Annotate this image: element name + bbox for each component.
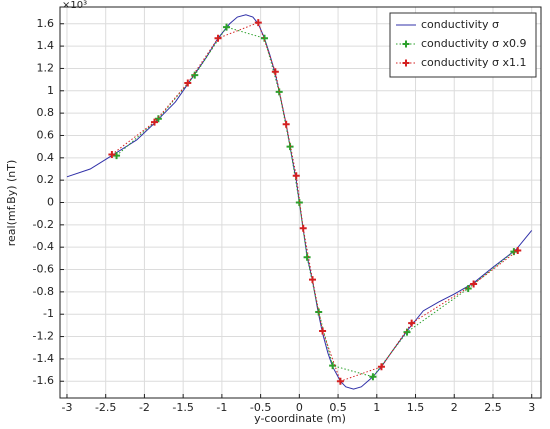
x-tick-label: -1.5 <box>172 401 193 414</box>
x-tick-label: 0 <box>296 401 303 414</box>
y-tick-label: 0.2 <box>37 173 55 186</box>
y-tick-label: 0 <box>47 196 54 209</box>
data-point <box>150 118 158 126</box>
y-tick-label: 0.6 <box>37 128 55 141</box>
legend-marker <box>402 59 410 67</box>
x-tick-label: 0.5 <box>329 401 347 414</box>
data-point <box>514 247 522 255</box>
data-point <box>282 120 290 128</box>
data-point <box>214 34 222 42</box>
x-tick-label: -2 <box>139 401 150 414</box>
y-tick-label: 1.6 <box>37 17 55 30</box>
x-tick-label: -3 <box>61 401 72 414</box>
x-tick-label: -0.5 <box>250 401 271 414</box>
y-tick-label: -0.6 <box>33 263 54 276</box>
data-point <box>319 327 327 335</box>
y-tick-label: 1.2 <box>37 61 55 74</box>
data-point <box>191 71 199 79</box>
y-tick-label: -0.2 <box>33 218 54 231</box>
data-point <box>113 152 121 160</box>
x-axis-label: y-coordinate (m) <box>254 412 346 425</box>
data-point <box>295 199 303 206</box>
legend-marker <box>402 40 410 48</box>
y-tick-label: 1.4 <box>37 39 55 52</box>
data-point <box>336 377 344 385</box>
data-point <box>254 19 262 27</box>
legend-label: conductivity σ x1.1 <box>421 56 526 69</box>
y-tick-label: -1 <box>43 307 54 320</box>
y-tick-label: 0.8 <box>37 106 55 119</box>
data-point <box>408 319 416 327</box>
x-tick-label: 2 <box>451 401 458 414</box>
legend-box <box>389 12 537 78</box>
y-tick-label: -1.6 <box>33 374 54 387</box>
x-tick-label: 1.5 <box>407 401 425 414</box>
data-point <box>309 276 317 284</box>
series-line <box>111 21 519 382</box>
data-point <box>369 373 377 381</box>
y-tick-label: -1.4 <box>33 352 54 365</box>
data-point <box>154 115 162 123</box>
data-point <box>184 79 192 87</box>
y-tick-label: -0.4 <box>33 240 54 253</box>
data-point <box>470 280 478 288</box>
y-tick-label: -1.2 <box>33 330 54 343</box>
legend-label: conductivity σ x0.9 <box>421 37 526 50</box>
y-axis-label: real(mf.By) (nT) <box>5 160 18 247</box>
data-point <box>377 363 385 371</box>
legend-label: conductivity σ <box>421 18 499 31</box>
y-tick-label: -0.8 <box>33 285 54 298</box>
data-point <box>275 88 283 96</box>
data-point <box>303 253 311 261</box>
x-tick-label: 3 <box>528 401 535 414</box>
data-point <box>292 172 300 180</box>
data-point <box>271 68 279 76</box>
y-multiplier: ×10³ <box>62 0 87 11</box>
series-line <box>116 26 515 378</box>
y-tick-label: 0.4 <box>37 151 55 164</box>
x-tick-label: 1 <box>373 401 380 414</box>
data-point <box>299 224 307 232</box>
plot-area <box>66 14 533 390</box>
x-tick-label: 2.5 <box>484 401 502 414</box>
x-tick-label: -1 <box>216 401 227 414</box>
data-point <box>108 150 116 158</box>
x-tick-label: -2.5 <box>95 401 116 414</box>
data-point <box>223 23 231 31</box>
legend: conductivity σ conductivity σ x0.9 conduct… <box>389 12 537 78</box>
y-tick-label: 1 <box>47 84 54 97</box>
